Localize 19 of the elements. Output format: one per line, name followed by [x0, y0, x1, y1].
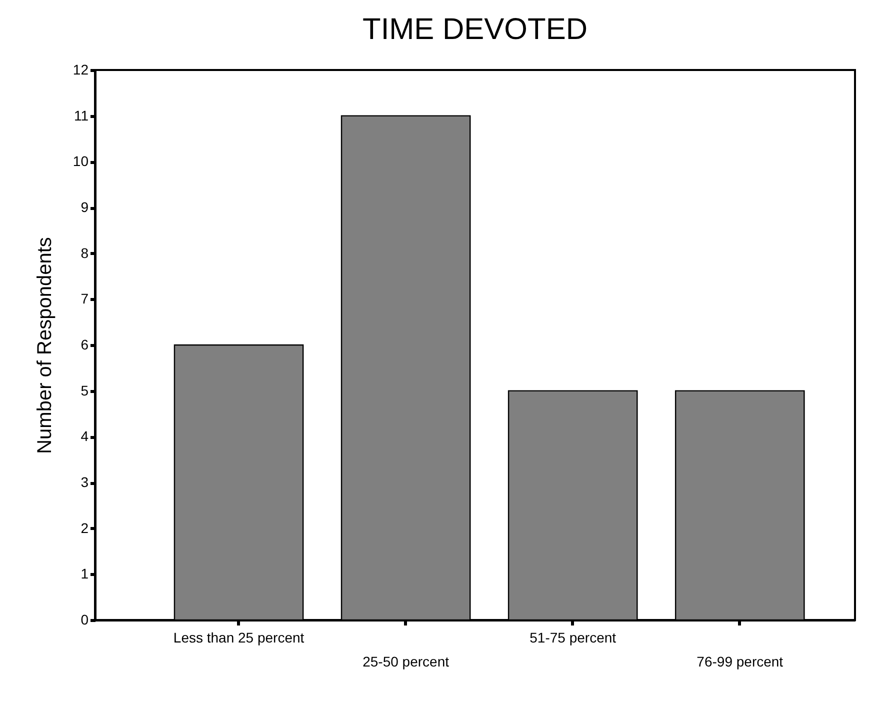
- chart-title: TIME DEVOTED: [362, 13, 588, 46]
- y-tick-label: 8: [80, 244, 89, 261]
- y-tick-label: 11: [74, 107, 89, 124]
- y-axis-title: Number of Respondents: [34, 237, 56, 454]
- y-tick-label: 5: [80, 382, 89, 398]
- y-tick-label: 10: [72, 153, 89, 170]
- x-tick-label: Less than 25 percent: [173, 630, 304, 646]
- x-tick-label: 25-50 percent: [362, 654, 450, 670]
- x-tick-label: 51-75 percent: [530, 630, 616, 646]
- y-tick-label: 1: [80, 566, 89, 582]
- y-tick-label: 3: [80, 474, 89, 490]
- y-tick-label: 2: [80, 520, 89, 536]
- y-tick-label: 9: [80, 199, 89, 215]
- x-tick-label: 76-99 percent: [696, 654, 784, 670]
- y-tick-label: 0: [80, 612, 89, 628]
- y-tick-label: 6: [80, 336, 89, 352]
- y-tick-label: 4: [80, 428, 89, 444]
- y-tick-label: 12: [72, 62, 89, 78]
- y-tick-label: 7: [80, 290, 89, 307]
